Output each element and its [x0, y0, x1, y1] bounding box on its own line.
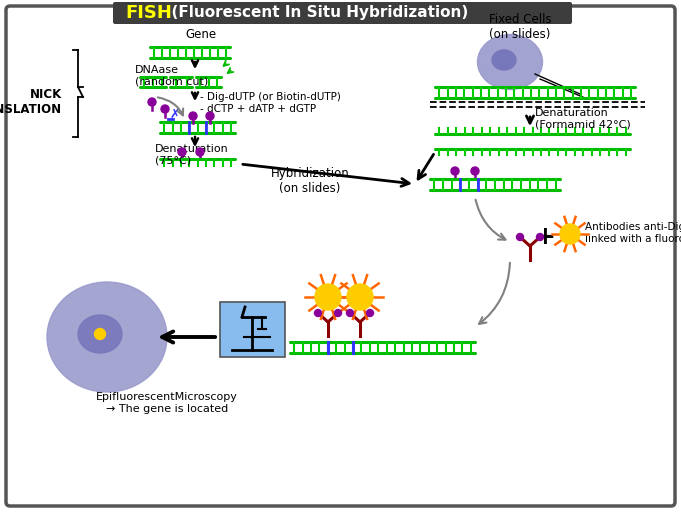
Circle shape [334, 309, 341, 316]
Text: Antibodies anti-Dig (or Avidin)
linked with a fluorophor: Antibodies anti-Dig (or Avidin) linked w… [585, 222, 681, 244]
Text: Denaturation
(Formamid 42°C): Denaturation (Formamid 42°C) [535, 108, 631, 130]
Text: Fixed Cells
(on slides): Fixed Cells (on slides) [489, 13, 552, 41]
Text: FISH: FISH [125, 4, 172, 22]
Circle shape [189, 112, 197, 120]
Circle shape [196, 148, 204, 156]
Ellipse shape [492, 50, 516, 70]
Circle shape [178, 148, 186, 156]
Circle shape [516, 233, 524, 241]
Circle shape [347, 309, 353, 316]
Circle shape [537, 233, 543, 241]
Text: DNAase
(random cut): DNAase (random cut) [135, 65, 208, 87]
Circle shape [451, 167, 459, 175]
Text: - Dig-dUTP (or Biotin-dUTP)
- dCTP + dATP + dGTP: - Dig-dUTP (or Biotin-dUTP) - dCTP + dAT… [200, 92, 341, 114]
Ellipse shape [477, 34, 543, 90]
Circle shape [560, 224, 580, 244]
Text: +: + [535, 225, 556, 249]
Text: Gene: Gene [185, 28, 216, 41]
Circle shape [161, 105, 169, 113]
FancyBboxPatch shape [220, 302, 285, 357]
Circle shape [315, 309, 321, 316]
Text: ✗: ✗ [170, 108, 180, 120]
Circle shape [471, 167, 479, 175]
Ellipse shape [47, 282, 167, 392]
Circle shape [315, 284, 341, 310]
Text: EpifluorescentMicroscopy
→ The gene is located: EpifluorescentMicroscopy → The gene is l… [96, 392, 238, 414]
Text: NICK
TRANSLATION: NICK TRANSLATION [0, 88, 62, 116]
Circle shape [347, 284, 373, 310]
Circle shape [95, 329, 106, 339]
FancyBboxPatch shape [6, 6, 675, 506]
Circle shape [148, 98, 156, 106]
Text: (Fluorescent In Situ Hybridization): (Fluorescent In Situ Hybridization) [161, 6, 469, 20]
Ellipse shape [78, 315, 122, 353]
Text: Hybridization
(on slides): Hybridization (on slides) [270, 167, 349, 195]
Circle shape [206, 112, 214, 120]
Circle shape [366, 309, 373, 316]
Text: Denaturation
(75°C): Denaturation (75°C) [155, 144, 229, 165]
FancyBboxPatch shape [113, 2, 572, 24]
